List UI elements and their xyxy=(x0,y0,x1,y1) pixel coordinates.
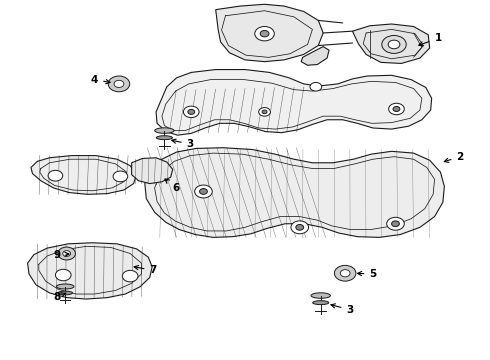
Text: 7: 7 xyxy=(134,265,157,275)
Circle shape xyxy=(183,106,199,118)
Circle shape xyxy=(296,225,304,230)
Circle shape xyxy=(387,217,404,230)
Ellipse shape xyxy=(58,291,73,295)
Circle shape xyxy=(188,109,195,114)
Circle shape xyxy=(55,269,71,281)
Text: 2: 2 xyxy=(444,152,464,162)
Polygon shape xyxy=(301,46,329,65)
Circle shape xyxy=(260,31,269,37)
Ellipse shape xyxy=(156,136,172,140)
Circle shape xyxy=(63,251,71,256)
Circle shape xyxy=(199,189,207,194)
Polygon shape xyxy=(31,156,137,194)
Circle shape xyxy=(48,170,63,181)
Text: 6: 6 xyxy=(165,179,179,193)
Circle shape xyxy=(389,103,404,115)
Text: 3: 3 xyxy=(331,304,354,315)
Circle shape xyxy=(58,247,75,260)
Circle shape xyxy=(114,80,124,87)
Circle shape xyxy=(255,27,274,41)
Ellipse shape xyxy=(56,284,74,289)
Circle shape xyxy=(262,110,267,114)
Polygon shape xyxy=(145,148,444,237)
Ellipse shape xyxy=(311,293,330,298)
Ellipse shape xyxy=(155,128,174,133)
Circle shape xyxy=(388,40,400,49)
Circle shape xyxy=(113,171,128,182)
Text: 9: 9 xyxy=(53,249,69,260)
Polygon shape xyxy=(216,4,323,62)
Circle shape xyxy=(334,265,356,281)
Circle shape xyxy=(291,221,309,234)
Circle shape xyxy=(195,185,212,198)
Circle shape xyxy=(259,108,270,116)
Circle shape xyxy=(108,76,130,92)
Circle shape xyxy=(392,221,399,226)
Circle shape xyxy=(393,107,400,112)
Polygon shape xyxy=(156,69,432,135)
Text: 4: 4 xyxy=(91,75,110,85)
Text: 1: 1 xyxy=(419,33,441,46)
Polygon shape xyxy=(27,243,152,299)
Circle shape xyxy=(340,270,350,277)
Circle shape xyxy=(310,82,322,91)
Ellipse shape xyxy=(313,301,329,305)
Polygon shape xyxy=(352,24,430,63)
Text: 8: 8 xyxy=(53,292,66,302)
Circle shape xyxy=(382,36,406,53)
Text: 5: 5 xyxy=(358,269,377,279)
Polygon shape xyxy=(132,158,172,184)
Circle shape xyxy=(122,270,138,282)
Text: 3: 3 xyxy=(172,139,194,149)
